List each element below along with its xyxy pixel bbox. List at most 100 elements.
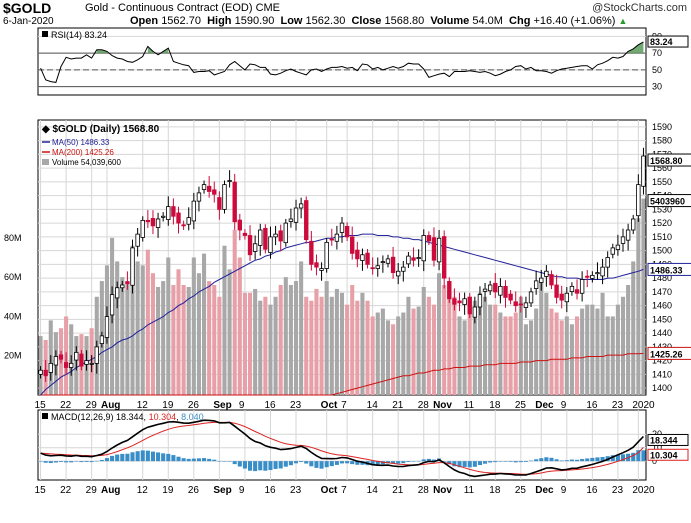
candle-body — [344, 226, 350, 238]
macd-histogram-bar — [161, 453, 166, 462]
open-value: 1562.70 — [161, 15, 201, 27]
volume-tick-label: 80M — [4, 233, 22, 243]
volume-bar — [365, 300, 370, 395]
price-tick-label: 1440 — [652, 328, 672, 338]
price-x-label: 9 — [561, 400, 567, 411]
change-value: +16.40 (+1.06%) — [533, 15, 616, 27]
macd-histogram-bar — [38, 461, 43, 462]
macd-x-label: 15 — [35, 485, 47, 496]
price-x-label: 23 — [290, 400, 302, 411]
macd-histogram-bar — [452, 461, 457, 467]
volume-value-box — [647, 194, 691, 208]
candle-body — [196, 192, 202, 202]
volume-legend-swatch — [42, 159, 49, 165]
ma200-legend: MA(200) 1425.26 — [52, 148, 114, 157]
candle-body — [380, 261, 386, 264]
rsi-panel-frame — [37, 27, 647, 96]
volume-bar — [309, 300, 314, 395]
price-tick-label: 1400 — [652, 383, 672, 393]
price-x-label: 7 — [341, 400, 347, 411]
macd-x-label: 23 — [290, 485, 302, 496]
candle-body — [436, 237, 442, 263]
candle-body — [503, 285, 508, 298]
signal-last-value-box — [647, 448, 689, 461]
volume-bar — [370, 316, 375, 395]
macd-histogram-bar — [426, 458, 431, 462]
macd-histogram-bar — [350, 461, 355, 465]
volume-bar — [585, 304, 590, 395]
macd-x-label: 12 — [137, 485, 149, 496]
price-x-label: 26 — [188, 400, 200, 411]
volume-bar — [263, 296, 268, 395]
volume-bar — [299, 261, 304, 395]
candle-body — [457, 300, 462, 304]
macd-histogram-bar — [43, 461, 48, 463]
price-tick-label: 1530 — [652, 204, 672, 214]
macd-x-label: Nov — [433, 485, 452, 496]
macd-x-label: 16 — [586, 485, 598, 496]
candle-body — [385, 258, 391, 264]
candle-body — [508, 293, 513, 301]
macd-histogram-bar — [580, 459, 585, 462]
macd-x-label: 14 — [367, 485, 379, 496]
volume-bar — [130, 245, 135, 395]
macd-histogram-bar — [431, 459, 437, 462]
macd-legend-marker — [42, 413, 48, 419]
volume-bar — [161, 281, 166, 395]
volume-bar — [442, 285, 447, 395]
rsi-last-value-box — [647, 35, 689, 48]
macd-histogram-bar — [406, 461, 411, 462]
candle-body — [416, 257, 421, 259]
volume-bar — [493, 304, 498, 395]
candle-body — [350, 236, 355, 254]
price-x-label: 19 — [162, 400, 174, 411]
macd-tick-label: 0 — [652, 456, 657, 466]
price-x-label: Nov — [433, 400, 452, 411]
candle-body — [109, 294, 115, 316]
volume-bar — [636, 218, 641, 395]
volume-bar — [396, 316, 401, 395]
macd-histogram-bar — [135, 451, 140, 462]
low-value: 1562.30 — [305, 15, 346, 27]
volume-bar — [380, 308, 385, 395]
candle-body — [615, 244, 621, 250]
volume-bar — [135, 261, 140, 395]
macd-histogram-bar — [590, 457, 595, 462]
volume-bar — [411, 308, 416, 395]
macd-x-label: 9 — [239, 485, 245, 496]
rsi-line — [40, 41, 644, 83]
macd-histogram-bar — [488, 461, 493, 463]
rsi-tick-label: 50 — [652, 65, 662, 75]
macd-legend-part: 10.304 — [149, 412, 177, 422]
macd-histogram-bar — [503, 461, 508, 462]
close-value: 1568.80 — [384, 15, 425, 27]
candle-body — [518, 303, 524, 306]
exchange-text: CME — [255, 2, 281, 14]
macd-histogram-bar — [528, 460, 534, 462]
macd-histogram-bar — [523, 461, 528, 462]
volume-bar — [437, 273, 442, 395]
volume-bar — [140, 265, 145, 395]
candle-body — [232, 181, 237, 223]
candle-body — [99, 335, 105, 344]
volume-bar — [293, 281, 299, 395]
candle-body — [181, 224, 186, 227]
macd-histogram-bar — [355, 461, 360, 465]
change-up-icon: ▲ — [618, 16, 628, 26]
macd-histogram-bar — [166, 453, 171, 462]
candle-body — [370, 267, 375, 270]
volume-bar — [421, 286, 426, 395]
candle-body — [176, 212, 181, 224]
price-x-label: Dec — [535, 400, 554, 411]
macd-histogram-bar — [191, 458, 196, 462]
volume-bar — [391, 324, 396, 395]
candle-body — [130, 247, 135, 286]
macd-histogram-bar — [534, 459, 539, 462]
candle-body — [222, 184, 227, 210]
candle-body — [334, 233, 340, 242]
candle-body — [396, 270, 401, 277]
chart-header: $GOLD Gold - Continuous Contract (EOD) C… — [0, 0, 691, 30]
candle-body — [53, 356, 59, 366]
candle-body — [539, 277, 544, 283]
candle-body — [104, 316, 110, 338]
